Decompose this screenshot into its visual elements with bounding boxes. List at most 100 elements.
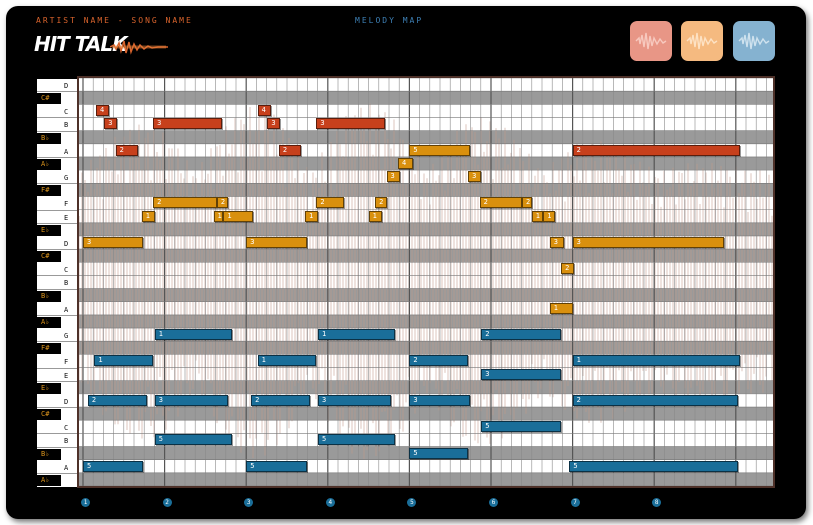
melody-note-orange[interactable]: 5 — [409, 144, 470, 156]
melody-note-red[interactable]: 2 — [115, 144, 138, 156]
piano-white-key: A — [37, 145, 77, 158]
piano-key-label: G — [64, 174, 69, 183]
piano-white-key: C — [37, 263, 77, 277]
piano-white-key: B — [37, 434, 77, 448]
melody-map-title: MELODY MAP — [355, 16, 424, 25]
piano-key-label: A — [64, 147, 69, 156]
grid-row — [79, 249, 773, 263]
piano-black-key: C# — [37, 409, 61, 421]
melody-note-orange[interactable]: 2 — [216, 197, 229, 209]
piano-key-label: A♭ — [41, 317, 50, 326]
melody-note-orange[interactable]: 3 — [246, 236, 307, 248]
logo-waveform-icon — [110, 40, 168, 55]
melody-note-red[interactable]: 4 — [96, 105, 110, 117]
melody-note-blue[interactable]: 1 — [318, 329, 395, 341]
melody-note-red[interactable]: 3 — [267, 118, 281, 130]
melody-note-orange[interactable]: 1 — [368, 210, 382, 222]
melody-note-orange[interactable]: 2 — [479, 197, 522, 209]
melody-note-orange[interactable]: 3 — [386, 171, 400, 183]
piano-black-key: B♭ — [37, 132, 61, 144]
melody-note-blue[interactable]: 1 — [257, 355, 317, 367]
beat-marker: 3 — [244, 498, 254, 507]
melody-note-orange[interactable]: 3 — [549, 236, 565, 248]
melody-note-blue[interactable]: 1 — [572, 355, 740, 367]
piano-key-label: C — [64, 108, 69, 117]
hit-talk-logo: HIT TALK — [34, 32, 169, 62]
melody-note-red[interactable]: 2 — [572, 144, 740, 156]
melody-note-orange[interactable]: 1 — [549, 302, 573, 314]
piano-keyboard: D C# C B B♭ A A♭ G F# F E E♭ D C# C B B♭ A A♭ G F# F E E♭ D C# C B B… — [37, 79, 77, 487]
melody-note-blue[interactable]: 1 — [154, 329, 232, 341]
background-waveform — [79, 103, 773, 459]
melody-note-blue[interactable]: 5 — [246, 460, 307, 472]
melody-note-blue[interactable]: 2 — [572, 394, 739, 406]
melody-note-orange[interactable]: 3 — [572, 236, 725, 248]
melody-note-orange[interactable]: 4 — [397, 157, 413, 169]
piano-key-label: A — [64, 305, 69, 314]
piano-key-label: B — [64, 437, 69, 446]
piano-white-key: E — [37, 369, 77, 382]
waveform-icon — [738, 32, 770, 50]
melody-note-orange[interactable]: 1 — [304, 210, 318, 222]
melody-note-blue[interactable]: 5 — [481, 421, 562, 433]
melody-note-blue[interactable]: 3 — [481, 368, 562, 380]
melody-note-blue[interactable]: 5 — [154, 434, 232, 446]
piano-white-key: D — [37, 79, 77, 93]
artist-song-title: ARTIST NAME - SONG NAME — [36, 16, 193, 25]
melody-note-blue[interactable]: 5 — [569, 460, 739, 472]
piano-key-label: F# — [41, 344, 50, 353]
piano-key-label: G — [64, 332, 69, 341]
melody-note-blue[interactable]: 2 — [481, 329, 562, 341]
piano-black-key: A♭ — [37, 158, 61, 170]
melody-note-orange[interactable]: 2 — [375, 197, 387, 209]
melody-note-blue[interactable]: 3 — [318, 394, 392, 406]
melody-note-orange[interactable]: 1 — [543, 210, 555, 222]
piano-white-key: A — [37, 303, 77, 316]
melody-note-orange[interactable]: 2 — [522, 197, 532, 209]
piano-white-key: B — [37, 118, 77, 132]
beat-marker: 8 — [652, 498, 662, 507]
piano-white-key: D — [37, 237, 77, 251]
melody-note-blue[interactable]: 5 — [409, 447, 469, 459]
melody-note-orange[interactable]: 1 — [531, 210, 544, 222]
piano-key-label: B — [64, 121, 69, 130]
melody-note-orange[interactable]: 1 — [213, 210, 224, 222]
waveform-button-red[interactable] — [630, 21, 672, 61]
beat-marker: 4 — [325, 498, 335, 507]
melody-note-red[interactable]: 3 — [316, 118, 385, 130]
melody-note-blue[interactable]: 3 — [154, 394, 229, 406]
piano-black-key: C# — [37, 93, 61, 105]
waveform-button-blue[interactable] — [733, 21, 775, 61]
melody-note-red[interactable]: 3 — [104, 118, 118, 130]
melody-note-orange[interactable]: 3 — [468, 171, 482, 183]
grid-row — [79, 170, 773, 184]
piano-white-key: C — [37, 421, 77, 435]
melody-note-blue[interactable]: 5 — [318, 434, 395, 446]
melody-note-orange[interactable]: 1 — [223, 210, 253, 222]
piano-black-key: C# — [37, 251, 61, 263]
piano-white-key: F — [37, 197, 77, 211]
melody-note-orange[interactable]: 1 — [141, 210, 155, 222]
piano-white-key: D — [37, 395, 77, 409]
melody-note-blue[interactable]: 3 — [409, 394, 470, 406]
waveform-icon — [686, 32, 718, 50]
melody-note-orange[interactable]: 2 — [561, 263, 575, 275]
melody-note-red[interactable]: 2 — [278, 144, 301, 156]
melody-note-red[interactable]: 4 — [257, 105, 271, 117]
piano-black-key: E♭ — [37, 224, 61, 236]
melody-note-blue[interactable]: 5 — [83, 460, 144, 472]
melody-note-orange[interactable]: 3 — [83, 236, 144, 248]
piano-key-label: B — [64, 279, 69, 288]
piano-key-label: A♭ — [41, 475, 50, 484]
melody-note-orange[interactable]: 2 — [153, 197, 217, 209]
piano-key-label: F — [64, 358, 69, 367]
melody-note-red[interactable]: 3 — [153, 118, 222, 130]
melody-note-blue[interactable]: 1 — [94, 355, 154, 367]
melody-note-orange[interactable]: 2 — [316, 197, 345, 209]
melody-note-blue[interactable]: 2 — [251, 394, 310, 406]
grid-lines — [79, 78, 773, 486]
melody-note-blue[interactable]: 2 — [409, 355, 469, 367]
waveform-button-orange[interactable] — [681, 21, 723, 61]
melody-note-blue[interactable]: 2 — [87, 394, 147, 406]
